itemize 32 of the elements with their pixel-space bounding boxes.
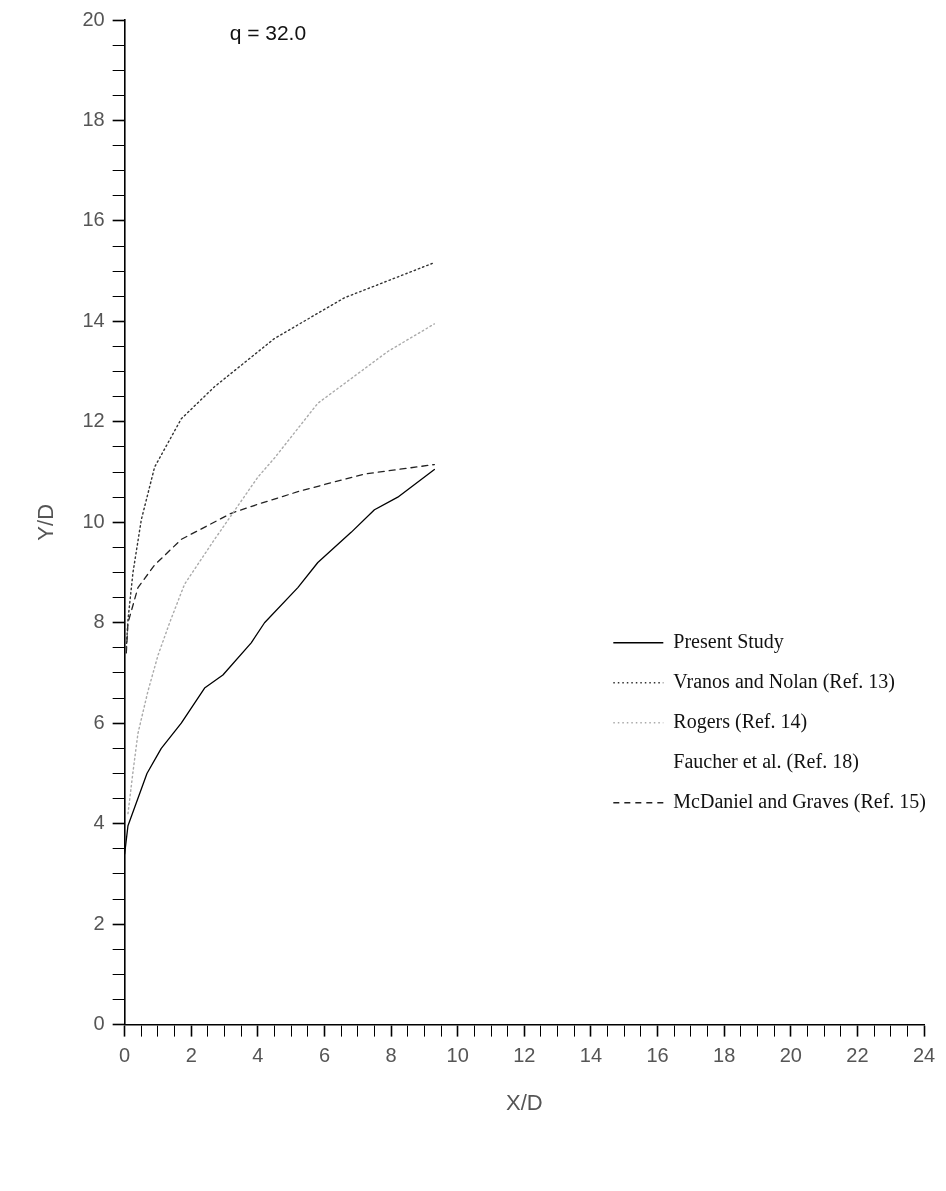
x-tick-label: 10 [446,1044,469,1067]
y-tick-label: 16 [82,208,105,231]
x-tick-label: 12 [513,1044,536,1067]
annotation: q = 32.0 [229,20,307,44]
y-tick-label: 2 [93,911,105,934]
x-tick-label: 6 [318,1044,331,1067]
y-tick-label: 0 [93,1012,105,1035]
x-axis-title: X/D [505,1089,543,1115]
legend-label: Present Study [673,630,784,654]
y-tick-label: 14 [82,308,105,331]
y-tick-label: 20 [82,7,105,30]
x-tick-label: 24 [912,1044,936,1067]
y-tick-label: 6 [93,710,105,733]
y-axis-title: Y/D [33,503,59,541]
y-tick-label: 8 [93,610,105,633]
text: Faucher et al. (Ref. 18) [673,750,859,774]
legend-label: Vranos and Nolan (Ref. 13) [673,670,895,694]
x-tick-label: 4 [252,1044,264,1067]
x-tick-label: 2 [185,1044,197,1067]
x-tick-label: 0 [119,1044,131,1067]
x-tick-label: 18 [713,1044,736,1067]
y-tick-label: 4 [93,811,105,834]
x-tick-label: 8 [385,1044,397,1067]
x-tick-label: 20 [779,1044,802,1067]
x-tick-label: 16 [646,1044,669,1067]
legend-label: McDaniel and Graves (Ref. 15) [673,790,926,814]
x-tick-label: 14 [579,1044,603,1067]
x-tick-label: 22 [846,1044,869,1067]
y-tick-label: 18 [82,107,105,130]
y-tick-label: 12 [82,409,105,432]
y-tick-label: 10 [82,509,105,532]
legend-label: Rogers (Ref. 14) [673,710,808,734]
